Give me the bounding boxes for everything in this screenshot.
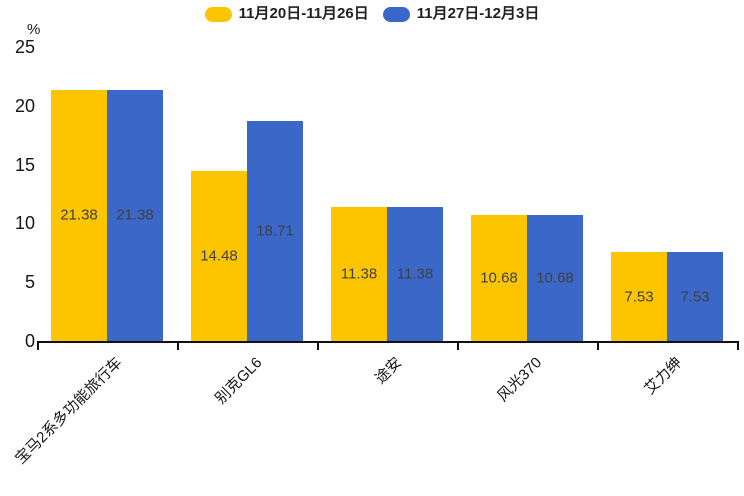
x-axis-category-label: 别克GL6 — [211, 354, 266, 408]
bar-series-0-category-4: 7.53 — [611, 252, 667, 341]
x-axis-line — [37, 341, 739, 343]
x-axis-tick-mark — [37, 343, 39, 350]
bar-value-label: 18.71 — [256, 222, 294, 240]
bar-value-label: 7.53 — [680, 288, 710, 306]
bar-value-label: 10.68 — [536, 269, 574, 287]
bar-value-label: 21.38 — [60, 206, 98, 224]
legend-swatch-icon — [204, 6, 232, 22]
x-axis-tick-mark — [597, 343, 599, 350]
legend: 11月20日-11月26日 11月27日-12月3日 — [0, 5, 744, 23]
y-axis-tick-label: 5 — [24, 272, 35, 293]
bar-series-1-category-0: 21.38 — [107, 89, 163, 341]
y-axis-tick-label: 10 — [14, 213, 35, 234]
x-axis-category-label: 艾力绅 — [641, 354, 686, 398]
y-axis-tick-label: 0 — [24, 331, 35, 351]
bar-series-0-category-0: 21.38 — [51, 89, 107, 341]
bar-value-label: 21.38 — [116, 206, 154, 224]
bar-series-1-category-1: 18.71 — [247, 120, 303, 341]
x-axis-tick-mark — [457, 343, 459, 350]
x-axis-category-label: 宝马2系多功能旅行车 — [11, 354, 126, 468]
y-axis-tick-label: 25 — [14, 37, 35, 57]
bar-value-label: 10.68 — [480, 269, 518, 287]
legend-swatch-icon — [382, 6, 410, 22]
bar-value-label: 7.53 — [624, 288, 654, 306]
x-axis-category-label: 途安 — [371, 354, 406, 388]
bar-series-0-category-2: 11.38 — [331, 207, 387, 341]
bar-value-label: 11.38 — [340, 265, 378, 283]
y-axis-tick-label: 20 — [14, 95, 35, 116]
bar-value-label: 14.48 — [200, 247, 238, 265]
legend-label: 11月27日-12月3日 — [416, 5, 540, 22]
x-axis-tick-mark — [177, 343, 179, 350]
bar-series-1-category-2: 11.38 — [387, 207, 443, 341]
bar-series-1-category-4: 7.53 — [667, 252, 723, 341]
x-axis-tick-mark — [317, 343, 319, 350]
y-axis-unit-label: % — [27, 21, 41, 38]
x-axis-category-label: 风光370 — [494, 354, 546, 406]
bar-series-0-category-3: 10.68 — [471, 215, 527, 341]
legend-item-series-1[interactable]: 11月27日-12月3日 — [382, 5, 540, 23]
y-axis-tick-label: 15 — [14, 154, 35, 175]
bar-series-0-category-1: 14.48 — [191, 170, 247, 341]
bar-value-label: 11.38 — [396, 265, 434, 283]
legend-item-series-0[interactable]: 11月20日-11月26日 — [204, 5, 369, 23]
x-axis-tick-mark — [737, 343, 739, 350]
legend-label: 11月20日-11月26日 — [238, 5, 369, 22]
bar-series-1-category-3: 10.68 — [527, 215, 583, 341]
